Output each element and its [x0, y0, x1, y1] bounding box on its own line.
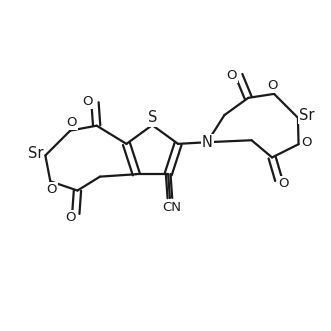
- Text: S: S: [148, 110, 157, 125]
- Text: O: O: [66, 116, 77, 129]
- Text: O: O: [46, 183, 57, 196]
- Text: O: O: [267, 79, 278, 92]
- Text: Sr: Sr: [28, 146, 43, 161]
- Text: O: O: [82, 95, 93, 108]
- Text: O: O: [278, 177, 289, 190]
- Text: N: N: [202, 135, 213, 150]
- Text: O: O: [226, 69, 237, 82]
- Text: O: O: [66, 211, 76, 224]
- Text: CN: CN: [162, 201, 181, 214]
- Text: O: O: [301, 136, 312, 149]
- Text: Sr: Sr: [300, 108, 315, 122]
